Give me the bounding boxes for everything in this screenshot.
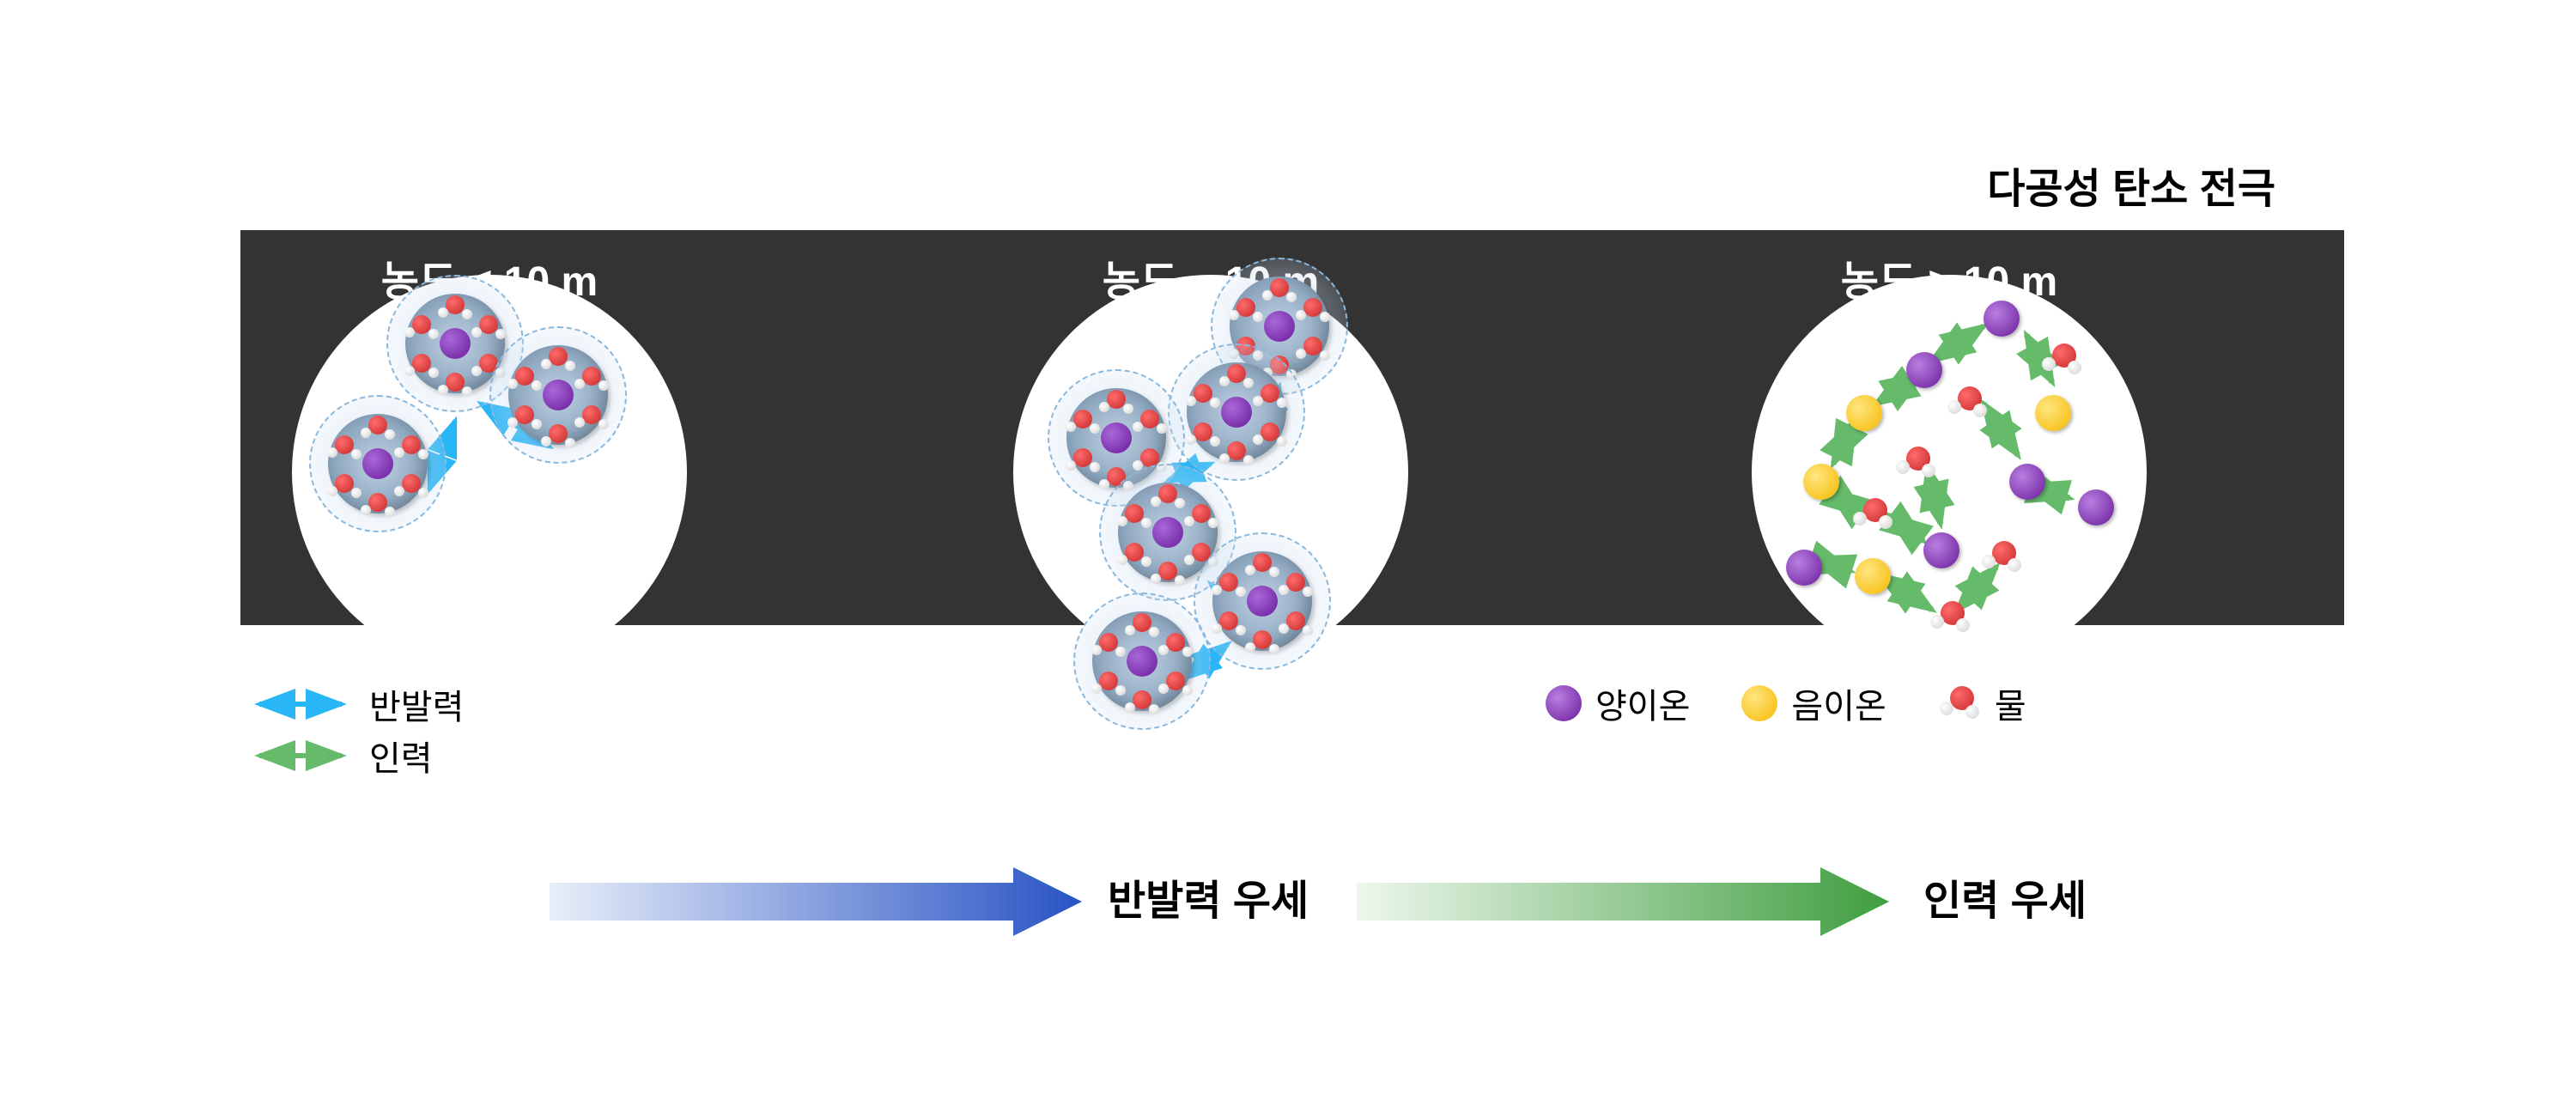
electrode-label: 다공성 탄소 전극 — [1987, 155, 2275, 215]
hydrated-ion — [1168, 343, 1305, 481]
anion — [1803, 464, 1839, 500]
legend-repulsion-label: 반발력 — [369, 679, 464, 729]
anion — [2035, 395, 2071, 431]
legend-cation-label: 양이온 — [1595, 678, 1690, 728]
repulsion-dominant-label: 반발력 우세 — [1108, 867, 1309, 936]
legend-forces: 반발력 인력 — [249, 678, 464, 781]
diagram-container: 다공성 탄소 전극 농도 < 10 m 농도 ~ 10 m 농도 > 10 m — [240, 215, 2344, 988]
legend-water: 물 — [1938, 678, 2026, 728]
big-arrow-blue — [550, 867, 1082, 936]
legend-attraction-label: 인력 — [369, 731, 433, 781]
big-arrow-green — [1357, 867, 1889, 936]
double-arrow-cyan-icon — [249, 691, 352, 717]
cation — [1984, 301, 2020, 337]
hydrated-ion — [1194, 532, 1331, 670]
legend-repulsion: 반발력 — [249, 678, 464, 730]
hydrated-ion — [489, 326, 627, 464]
attraction-dominant-label: 인력 우세 — [1923, 867, 2087, 936]
cation-icon — [1546, 685, 1582, 721]
pore-mid-conc — [1013, 275, 1408, 670]
anion-icon — [1741, 685, 1777, 721]
hydrated-ion — [309, 395, 447, 532]
pore-low-conc — [292, 275, 687, 670]
legend-water-label: 물 — [1995, 678, 2026, 728]
legend-anion: 음이온 — [1741, 678, 1886, 728]
cation — [2009, 464, 2045, 500]
cation — [1906, 352, 1942, 388]
cation — [1923, 532, 1959, 568]
anion — [1846, 395, 1882, 431]
legend-attraction: 인력 — [249, 730, 464, 781]
pore-high-conc — [1752, 275, 2147, 670]
anion — [1855, 558, 1891, 594]
hydrated-ion — [1073, 592, 1211, 730]
double-arrow-green-icon — [249, 743, 352, 769]
legend-anion-label: 음이온 — [1791, 678, 1886, 728]
legend-species: 양이온 음이온 물 — [1546, 678, 2026, 728]
legend-cation: 양이온 — [1546, 678, 1690, 728]
water-icon — [1938, 686, 1981, 720]
cation — [2078, 489, 2114, 526]
cation — [1786, 550, 1822, 586]
